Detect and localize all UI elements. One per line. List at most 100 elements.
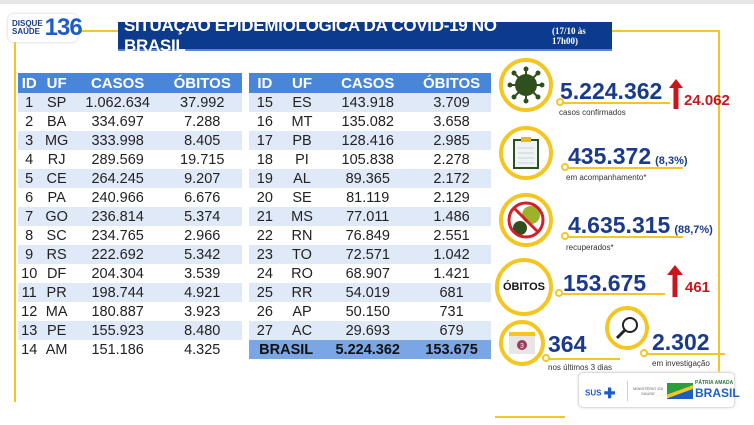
table-row: 23 TO 72.571 1.042: [249, 245, 491, 264]
table-cell: RJ: [47, 151, 66, 168]
table-cell: 5.342: [162, 245, 242, 264]
table-cell: MA: [45, 303, 68, 320]
table-row: 26 AP 50.150 731: [249, 302, 491, 321]
underline: [546, 358, 620, 360]
underline: [560, 102, 670, 104]
table-cell: 7.288: [184, 113, 221, 130]
column-header: ID: [249, 73, 281, 93]
table-cell: 3.658: [433, 113, 470, 130]
recovered-label: recuperados*: [566, 243, 614, 252]
states-table-left: ID UF CASOS ÓBITOS 1 SP 1.062.634 37.992 2 BA 334.…: [18, 73, 242, 359]
table-row: 20 SE 81.119 2.129: [249, 188, 491, 207]
deaths-value: 153.675: [563, 270, 647, 296]
ministry-logo: MINISTÉRIO DA SAÚDE: [633, 386, 664, 396]
total-cases: 5.224.362: [323, 340, 413, 359]
calendar-icon: 3: [499, 320, 545, 366]
table-cell: 6: [25, 189, 34, 206]
knob: [561, 232, 569, 240]
table-cell: 2.966: [184, 227, 221, 244]
table-cell: 222.692: [72, 245, 163, 264]
table-row: 16 MT 135.082 3.658: [249, 112, 491, 131]
recovered-value: 4.635.315 (88,7%): [568, 212, 713, 239]
table-cell: 143.918: [323, 93, 413, 112]
sus-text: SUS: [585, 388, 602, 398]
monitoring-value: 435.372 (8,3%): [568, 143, 688, 170]
disque-saude-logo: DISQUE SAÚDE 136: [8, 14, 83, 42]
recovered-number: 4.635.315: [568, 212, 671, 238]
table-row: 2 BA 334.697 7.288: [18, 112, 242, 131]
table-cell: 4: [25, 151, 34, 168]
table-cell: 29.693: [323, 321, 413, 340]
table-cell: 8.480: [162, 321, 242, 340]
table-cell: 9.207: [162, 169, 242, 188]
sus-logo: SUS ✚: [585, 385, 616, 401]
table-row: 9 RS 222.692 5.342: [18, 245, 242, 264]
table-row: 14 AM 151.186 4.325: [18, 340, 242, 359]
table-cell: 12: [21, 303, 38, 320]
table-row: 27 AC 29.693 679: [249, 321, 491, 340]
brasil-flag-logo: [667, 383, 693, 399]
table-cell: 2.278: [433, 151, 470, 168]
table-cell: PR: [40, 283, 73, 302]
table-cell: 7: [18, 207, 41, 226]
monitoring-label: em acompanhamento*: [566, 173, 647, 182]
table-cell: 19.715: [180, 151, 225, 168]
table-cell: DF: [46, 265, 67, 282]
table-row: 21 MS 77.011 1.486: [249, 207, 491, 226]
table-cell: 1.062.634: [72, 93, 163, 112]
table-cell: 180.887: [91, 303, 144, 320]
arrow-up-icon: [667, 265, 683, 297]
table-cell: 1.042: [412, 245, 491, 264]
table-cell: 81.119: [346, 189, 390, 206]
footer-logos: SUS ✚ MINISTÉRIO DA SAÚDE PÁTRIA AMADA B…: [578, 372, 740, 408]
table-cell: AC: [280, 321, 324, 340]
table-cell: SE: [292, 189, 312, 206]
table-cell: 4.921: [162, 283, 242, 302]
table-row: 7 GO 236.814 5.374: [18, 207, 242, 226]
table-cell: 68.907: [345, 265, 390, 282]
last3-value: 364: [548, 331, 587, 357]
table-row: 12 MA 180.887 3.923: [18, 302, 242, 321]
table-cell: 3.539: [184, 265, 221, 282]
total-label: BRASIL: [249, 340, 324, 359]
table-cell: 2.985: [412, 131, 491, 150]
knob: [542, 354, 550, 362]
table-cell: 50.150: [345, 303, 390, 320]
table-cell: 27: [249, 321, 281, 340]
table-row: 6 PA 240.966 6.676: [18, 188, 242, 207]
last3-label: nos últimos 3 dias: [548, 363, 613, 372]
table-cell: 89.365: [323, 169, 413, 188]
confirmed-increase: 24.062: [684, 92, 730, 109]
column-header: UF: [40, 73, 73, 93]
table-cell: 289.569: [91, 151, 144, 168]
table-cell: 54.019: [323, 283, 413, 302]
deaths-badge-text: ÓBITOS: [503, 281, 545, 293]
table-cell: 128.416: [323, 131, 413, 150]
table-cell: 1.486: [412, 207, 491, 226]
table-row: 10 DF 204.304 3.539: [18, 264, 242, 283]
table-row: 11 PR 198.744 4.921: [18, 283, 242, 302]
table-row: 1 SP 1.062.634 37.992: [18, 93, 242, 112]
table-cell: PA: [47, 189, 66, 206]
table-cell: RO: [291, 265, 313, 282]
underline: [565, 236, 683, 238]
table-cell: 240.966: [91, 189, 144, 206]
table-cell: 204.304: [91, 265, 144, 282]
column-header: CASOS: [72, 73, 163, 93]
recovered-pct: (88,7%): [674, 224, 713, 236]
table-cell: 155.923: [72, 321, 163, 340]
table-cell: 23: [249, 245, 281, 264]
table-cell: 1: [18, 93, 41, 112]
divider: [627, 381, 628, 401]
table-cell: 3.923: [184, 303, 221, 320]
table-cell: AM: [45, 341, 68, 358]
table-cell: 198.744: [72, 283, 163, 302]
monitoring-number: 435.372: [568, 143, 652, 169]
table-cell: 8.405: [162, 131, 242, 150]
table-cell: 333.998: [72, 131, 163, 150]
table-row: 25 RR 54.019 681: [249, 283, 491, 302]
knob: [555, 289, 563, 297]
table-row: 24 RO 68.907 1.421: [249, 264, 491, 283]
underline: [565, 167, 683, 169]
table-header: ID UF CASOS ÓBITOS: [249, 73, 491, 93]
